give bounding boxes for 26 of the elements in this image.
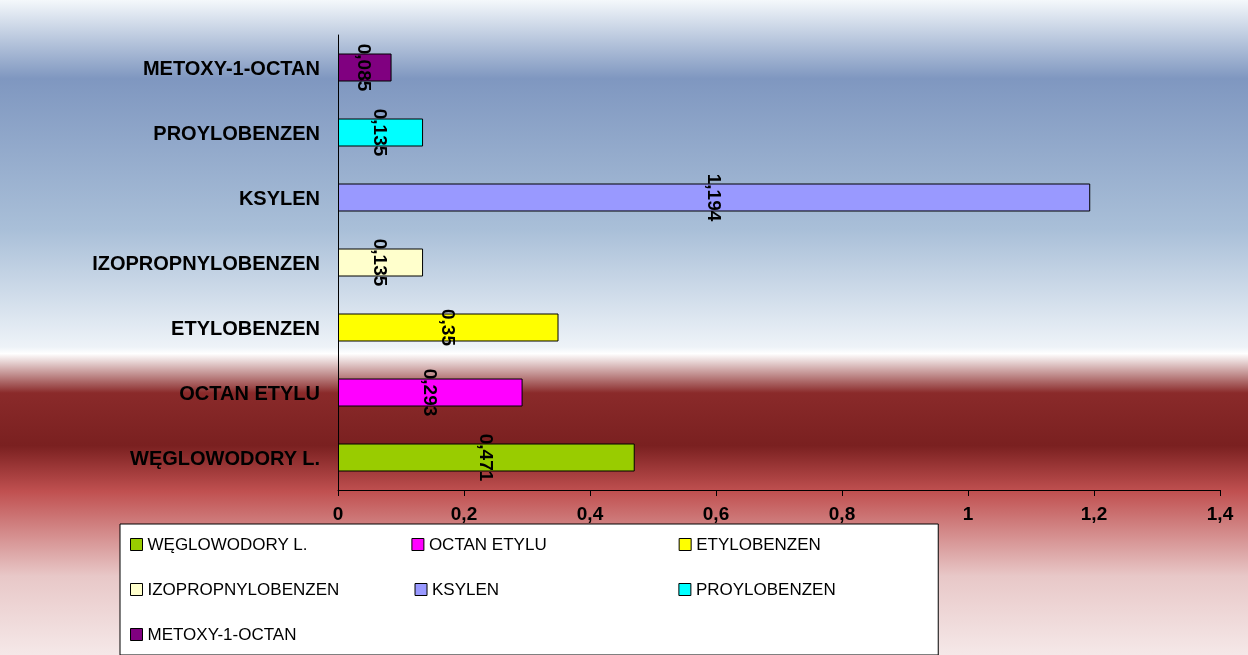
x-tick-label: 1,4 xyxy=(1206,503,1234,524)
x-tick-label: 0,8 xyxy=(828,503,856,524)
y-tick-label: PROYLOBENZEN xyxy=(153,121,320,144)
y-tick-label: METOXY-1-OCTAN xyxy=(142,56,320,79)
data-label: 0,471 xyxy=(475,433,497,482)
legend-label: PROYLOBENZEN xyxy=(695,580,931,599)
x-tick-label: 1 xyxy=(962,503,974,524)
data-label: 0,085 xyxy=(354,43,376,92)
y-tick-label: ETYLOBENZEN xyxy=(171,316,320,339)
y-tick-label: KSYLEN xyxy=(238,186,320,209)
data-label: 0,35 xyxy=(437,309,459,347)
y-tick-label: IZOPROPNYLOBENZEN xyxy=(92,251,320,274)
x-tick-label: 0 xyxy=(332,503,344,524)
x-tick-label: 0,6 xyxy=(702,503,730,524)
data-label: 0,135 xyxy=(370,238,392,287)
y-tick-label: OCTAN ETYLU xyxy=(179,381,320,404)
x-tick-label: 0,4 xyxy=(576,503,604,524)
x-tick-label: 1,2 xyxy=(1080,503,1108,524)
data-label: 0,293 xyxy=(419,368,441,417)
legend-label: KSYLEN xyxy=(432,580,651,599)
y-tick-label: WĘGLOWODORY L. xyxy=(130,446,320,469)
data-label: 0,135 xyxy=(370,108,392,157)
data-label: 1,194 xyxy=(703,173,725,222)
legend-label: ETYLOBENZEN xyxy=(696,535,925,554)
legend-label: OCTAN ETYLU xyxy=(428,535,651,554)
x-tick-label: 0,2 xyxy=(450,503,478,524)
